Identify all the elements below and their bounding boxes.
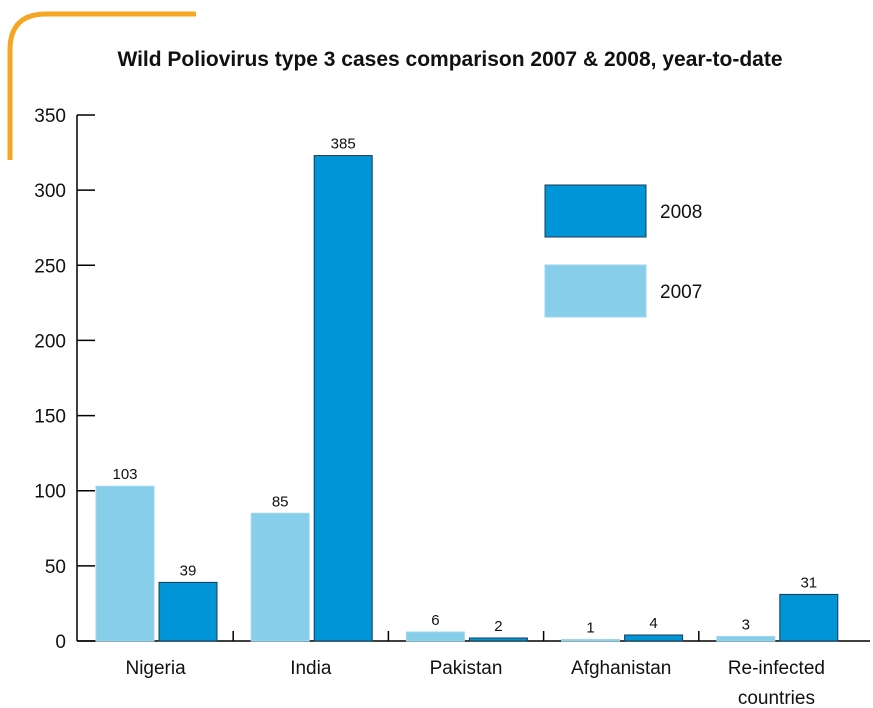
y-tick-label: 150 xyxy=(34,407,66,428)
y-tick-label: 100 xyxy=(34,482,66,503)
bar-2007-pakistan xyxy=(405,631,465,642)
legend-swatch-2007 xyxy=(544,264,647,318)
y-tick-label: 250 xyxy=(34,256,66,277)
data-label: 4 xyxy=(649,615,657,632)
bar-2007-afghanistan xyxy=(561,638,621,642)
data-label: 2 xyxy=(494,618,502,635)
data-label: 39 xyxy=(180,562,197,579)
legend-swatch-2008 xyxy=(544,184,647,238)
legend-label-2007: 2007 xyxy=(660,282,702,303)
data-label: 3 xyxy=(742,616,750,633)
data-label: 85 xyxy=(272,493,289,510)
legend: 2008 2007 xyxy=(544,184,702,318)
bar-2007-nigeria xyxy=(95,485,155,642)
chart-title: Wild Poliovirus type 3 cases comparison … xyxy=(117,48,782,71)
x-category-label: Pakistan xyxy=(430,658,503,679)
bar-2007-re-infected-countries xyxy=(716,635,776,642)
data-label: 6 xyxy=(431,612,439,629)
x-category-label: India xyxy=(290,658,332,679)
x-category-label: countries xyxy=(738,688,815,708)
legend-label-2008: 2008 xyxy=(660,202,702,223)
bar-2008-re-infected-countries xyxy=(779,593,839,642)
data-label: 103 xyxy=(112,466,137,483)
x-category-label: Nigeria xyxy=(125,658,186,679)
bar-2007-india xyxy=(250,512,310,642)
y-tick-label: 0 xyxy=(55,632,66,653)
axes: 0 50 100 150 200 250 300 350 Nigeria India Pakista… xyxy=(34,106,870,708)
y-tick-label: 350 xyxy=(34,106,66,127)
data-label: 385 xyxy=(331,136,356,153)
y-tick-label: 50 xyxy=(45,557,66,578)
x-category-label: Afghanistan xyxy=(571,658,671,679)
bar-2008-afghanistan xyxy=(624,634,684,642)
bars: 103 85 6 1 3 39 385 2 4 31 xyxy=(95,136,839,642)
data-label: 1 xyxy=(586,619,594,636)
bar-2008-nigeria xyxy=(158,581,218,642)
bar-2008-pakistan xyxy=(468,637,528,642)
y-tick-label: 300 xyxy=(34,181,66,202)
decorative-frame-corner xyxy=(7,11,196,160)
y-tick-label: 200 xyxy=(34,331,66,352)
bar-2008-india xyxy=(313,155,373,642)
data-label: 31 xyxy=(800,574,817,591)
x-category-label: Re-infected xyxy=(728,658,825,679)
